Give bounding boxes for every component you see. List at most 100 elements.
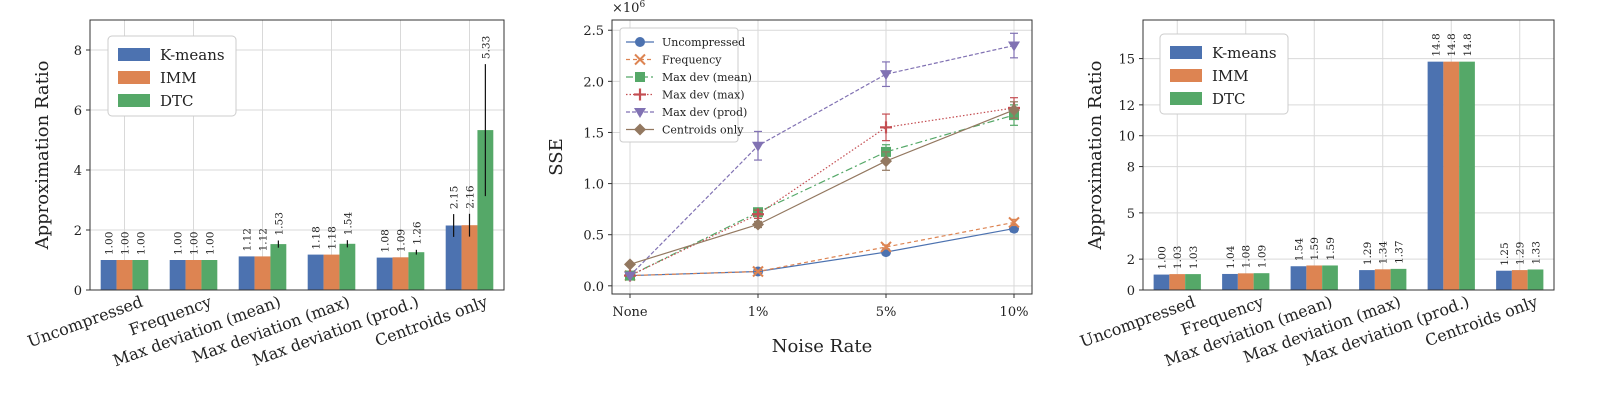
line-chart: 0.0 0.5 1.0 1.5 2.0 2.5 None 1% 5% 10% ×106 SSE Nois… [546, 0, 1033, 357]
legend: Uncompressed Frequency Max dev (mean) Max d… [619, 27, 752, 143]
legend-frame [619, 27, 739, 143]
data-label: 1.29 [1515, 242, 1527, 265]
y-tick-label: 0 [1127, 284, 1135, 299]
data-label: 1.18 [327, 226, 339, 249]
data-label: 14.8 [1462, 33, 1474, 56]
marker-diamond [880, 155, 892, 168]
data-label: 1.00 [204, 232, 216, 255]
y-tick-label: 10 [1118, 130, 1135, 145]
y-axis-label: Approximation Ratio [1085, 61, 1106, 251]
y-tick-label: 2 [1127, 253, 1135, 268]
y-tick-label: 0.0 [583, 280, 604, 295]
data-label: 1.08 [380, 229, 392, 252]
legend-entry: Centroids only [662, 124, 744, 137]
data-label: 1.29 [1362, 242, 1374, 265]
y-tick-label: 1.0 [583, 178, 604, 193]
legend-swatch [118, 71, 150, 84]
x-tick-label: 5% [876, 305, 897, 320]
bar-k-means [1359, 270, 1375, 290]
bar-dtc [339, 243, 356, 290]
legend-swatch [1170, 69, 1202, 82]
marker-triangle [624, 271, 636, 282]
bar-imm [461, 225, 478, 290]
legend-entry: IMM [1212, 67, 1249, 85]
bar-imm [1169, 274, 1186, 290]
data-label: 1.00 [189, 232, 201, 255]
marker-x [880, 241, 892, 253]
bar-dtc [132, 260, 149, 290]
bar-imm [1511, 270, 1528, 290]
data-label: 1.33 [1531, 241, 1543, 264]
data-label: 14.8 [1446, 33, 1458, 56]
bar-dtc [1253, 273, 1270, 290]
data-label: 1.54 [1293, 238, 1305, 262]
marker-diamond [752, 218, 764, 231]
series-max-dev-prod- [624, 32, 1020, 282]
legend-entry: Max dev (mean) [662, 71, 752, 84]
marker-circle [635, 37, 645, 47]
data-label: 1.26 [411, 221, 423, 245]
plot-frame [611, 19, 1033, 295]
x-tick-label: 1% [748, 305, 769, 320]
marker-square [635, 72, 645, 82]
bar-k-means [238, 256, 255, 290]
bar-imm [254, 256, 271, 290]
y-axis-label: SSE [546, 138, 567, 176]
marker-triangle [1008, 41, 1020, 52]
data-label: 1.34 [1378, 241, 1390, 265]
bar-dtc [1527, 269, 1544, 290]
bar-dtc [1459, 61, 1475, 291]
bar-k-means [1496, 270, 1512, 290]
data-label: 1.09 [396, 229, 408, 252]
data-label: 1.00 [135, 232, 147, 255]
plot-frame [1142, 19, 1555, 291]
bar-imm [1237, 273, 1254, 290]
y-tick-label: 4 [74, 164, 82, 179]
data-label: 1.59 [1325, 237, 1337, 260]
series-line [629, 44, 1015, 277]
marker-diamond [1008, 103, 1020, 116]
plot-frame [89, 19, 505, 291]
y-tick-label: 15 [1118, 53, 1135, 68]
data-label: 14.8 [1430, 33, 1442, 56]
bar-imm [116, 260, 133, 290]
series-line [629, 227, 1015, 277]
bar-dtc [201, 260, 218, 290]
marker-triangle [880, 70, 892, 81]
legend-entry: DTC [160, 92, 194, 110]
data-label: 1.12 [242, 228, 254, 251]
y-multiplier: ×106 [612, 0, 645, 16]
y-tick-label: 1.5 [583, 126, 604, 141]
legend-entry: K-means [160, 46, 225, 64]
bar-dtc [1185, 274, 1201, 290]
data-label: 1.03 [1188, 246, 1200, 269]
data-label: 1.08 [1241, 245, 1253, 268]
bar-k-means [1290, 266, 1307, 290]
y-tick-label: 2.5 [583, 24, 604, 39]
legend: K-means IMM DTC [107, 35, 237, 117]
data-label: 1.53 [273, 212, 285, 235]
y-tick-label: 6 [74, 104, 82, 119]
y-tick-label: 8 [1127, 161, 1135, 176]
x-axis-label: Noise Rate [772, 336, 873, 357]
legend-entry: Uncompressed [662, 36, 745, 49]
x-tick-label: 10% [1000, 305, 1029, 320]
marker-x [634, 53, 646, 66]
y-tick-label: 2 [74, 224, 82, 239]
y-tick-label: 0.5 [583, 229, 604, 244]
bar-k-means [1222, 273, 1238, 290]
y-tick-label: 8 [74, 44, 82, 59]
y-axis-label: Approximation Ratio [32, 61, 53, 251]
data-label: 1.09 [1257, 245, 1269, 268]
bar-k-means [445, 225, 462, 290]
data-label: 1.37 [1394, 240, 1406, 263]
data-label: 1.04 [1225, 245, 1237, 269]
y-tick-label: 12 [1118, 99, 1135, 114]
data-label: 2.16 [465, 185, 477, 209]
bar-imm [323, 254, 340, 290]
bar-imm [1374, 269, 1391, 290]
legend-swatch [118, 48, 150, 61]
